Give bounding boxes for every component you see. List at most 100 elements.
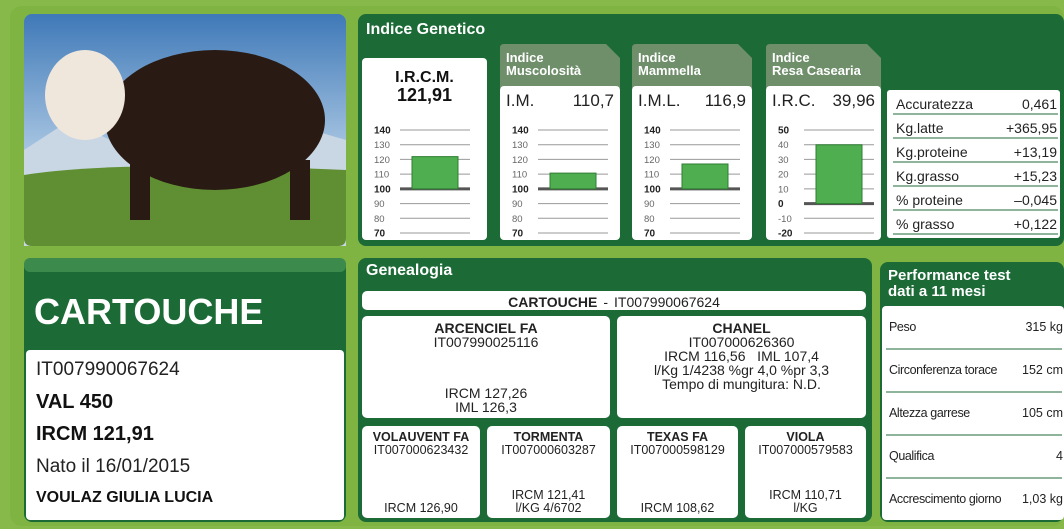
y-tick-label: 120 bbox=[374, 155, 390, 166]
subject-sep: - bbox=[603, 295, 608, 309]
y-tick-label: 100 bbox=[644, 184, 661, 195]
perf-key: Circonferenza torace bbox=[889, 364, 997, 377]
section-title: Indice Genetico bbox=[366, 22, 485, 38]
y-tick-label: 50 bbox=[778, 126, 790, 137]
table-key: Kg.proteine bbox=[896, 145, 968, 159]
y-tick-label: 80 bbox=[374, 214, 385, 225]
subject-id: IT007990067624 bbox=[614, 295, 720, 309]
ancestor-name: CHANEL bbox=[712, 321, 770, 335]
ancestor-detail: l/KG bbox=[793, 502, 817, 515]
ancestor-name: VIOLA bbox=[786, 431, 824, 444]
table-key: % grasso bbox=[896, 217, 954, 231]
index-value: 110,7 bbox=[506, 92, 614, 109]
ancestor-name: TORMENTA bbox=[514, 431, 584, 444]
ancestor-details: IRCM 108,62 bbox=[641, 502, 715, 515]
y-tick-label: -10 bbox=[778, 214, 792, 225]
y-tick-label: 130 bbox=[512, 140, 528, 151]
ancestor-name: ARCENCIEL FA bbox=[434, 321, 537, 335]
ancestor-detail: IRCM 108,62 bbox=[641, 502, 715, 515]
subject-name: CARTOUCHE bbox=[508, 295, 597, 309]
y-tick-label: 70 bbox=[374, 229, 386, 240]
y-tick-label: 20 bbox=[778, 170, 789, 181]
table-value: +13,19 bbox=[960, 145, 1057, 159]
name-panel-band bbox=[24, 258, 346, 272]
y-tick-label: 120 bbox=[644, 155, 660, 166]
index-value: 121,91 bbox=[362, 86, 487, 104]
y-tick-label: 70 bbox=[644, 229, 656, 240]
page: 1401301201101009080701401301201101009080… bbox=[0, 0, 1064, 529]
bull-ircm: IRCM 121,91 bbox=[36, 424, 154, 444]
y-tick-label: 90 bbox=[644, 199, 655, 210]
y-tick-label: 80 bbox=[644, 214, 655, 225]
y-tick-label: 120 bbox=[512, 155, 528, 166]
ancestor-details: IRCM 126,90 bbox=[384, 502, 458, 515]
y-tick-label: 140 bbox=[644, 126, 661, 137]
y-tick-label: 10 bbox=[778, 184, 789, 195]
y-tick-label: 130 bbox=[374, 140, 390, 151]
ancestor-detail: IRCM 127,26 bbox=[445, 386, 527, 400]
table-value: +15,23 bbox=[960, 169, 1057, 183]
bull-owner: VOULAZ GIULIA LUCIA bbox=[36, 490, 213, 506]
y-tick-label: 110 bbox=[644, 170, 659, 181]
index-bar bbox=[412, 157, 458, 189]
ancestor-box: TORMENTAIT007000603287IRCM 121,41l/KG 4/… bbox=[487, 426, 610, 518]
ancestor-details: IRCM 127,26IML 126,3 bbox=[445, 386, 527, 414]
y-tick-label: 140 bbox=[512, 126, 529, 137]
ancestor-id: IT007000598129 bbox=[630, 444, 725, 457]
perf-key: Accrescimento giorno bbox=[889, 493, 1001, 506]
y-tick-label: 40 bbox=[778, 140, 789, 151]
perf-value: 315 kg bbox=[990, 321, 1063, 334]
y-tick-label: 80 bbox=[512, 214, 523, 225]
ancestor-id: IT007990025116 bbox=[434, 335, 539, 349]
section-title: Performance test bbox=[888, 268, 1011, 283]
ancestor-name: VOLAUVENT FA bbox=[373, 431, 470, 444]
bull-id: IT007990067624 bbox=[36, 360, 180, 379]
bull-name: CARTOUCHE bbox=[34, 294, 263, 330]
bull-born: Nato il 16/01/2015 bbox=[36, 457, 190, 476]
y-tick-label: 0 bbox=[778, 199, 784, 210]
perf-key: Peso bbox=[889, 321, 916, 334]
y-tick-label: 100 bbox=[374, 184, 391, 195]
ancestor-detail: l/Kg 1/4238 %gr 4,0 %pr 3,3 bbox=[654, 363, 829, 377]
y-tick-label: 30 bbox=[778, 155, 789, 166]
ancestor-detail: IRCM 116,56 IML 107,4 bbox=[664, 349, 819, 363]
y-tick-label: 90 bbox=[512, 199, 523, 210]
index-bar bbox=[816, 145, 862, 204]
table-key: Kg.latte bbox=[896, 121, 943, 135]
section-title: Genealogia bbox=[366, 263, 452, 279]
y-tick-label: 70 bbox=[512, 229, 524, 240]
photo-bull-leg bbox=[290, 160, 310, 220]
index-label: I.R.C.M. bbox=[362, 70, 487, 86]
y-tick-label: 110 bbox=[512, 170, 527, 181]
y-tick-label: -20 bbox=[778, 229, 793, 240]
perf-key: Qualifica bbox=[889, 450, 934, 463]
ancestor-detail: l/KG 4/6702 bbox=[515, 502, 581, 515]
index-title: Resa Casearia bbox=[772, 64, 861, 77]
ancestor-detail: IRCM 126,90 bbox=[384, 502, 458, 515]
table-value: –0,045 bbox=[960, 193, 1057, 207]
y-tick-label: 140 bbox=[374, 126, 391, 137]
photo-bull-head bbox=[45, 50, 125, 140]
y-tick-label: 110 bbox=[374, 170, 389, 181]
perf-value: 4 bbox=[990, 450, 1063, 463]
section-title: dati a 11 mesi bbox=[888, 284, 986, 299]
y-tick-label: 130 bbox=[644, 140, 660, 151]
perf-value: 152 cm bbox=[990, 364, 1063, 377]
index-bar bbox=[682, 164, 728, 189]
ancestor-id: IT007000626360 bbox=[689, 335, 795, 349]
photo-bull-leg bbox=[130, 160, 150, 220]
ancestor-detail: Tempo di mungitura: N.D. bbox=[662, 377, 821, 391]
ancestor-box: VIOLAIT007000579583 IRCM 110,71l/KG bbox=[745, 426, 866, 518]
table-key: % proteine bbox=[896, 193, 963, 207]
ancestor-id: IT007000579583 bbox=[758, 444, 853, 457]
index-value: 116,9 bbox=[638, 92, 746, 109]
index-value: 39,96 bbox=[772, 92, 875, 109]
table-value: +365,95 bbox=[960, 121, 1057, 135]
perf-value: 1,03 kg bbox=[990, 493, 1063, 506]
table-value: 0,461 bbox=[960, 97, 1057, 111]
